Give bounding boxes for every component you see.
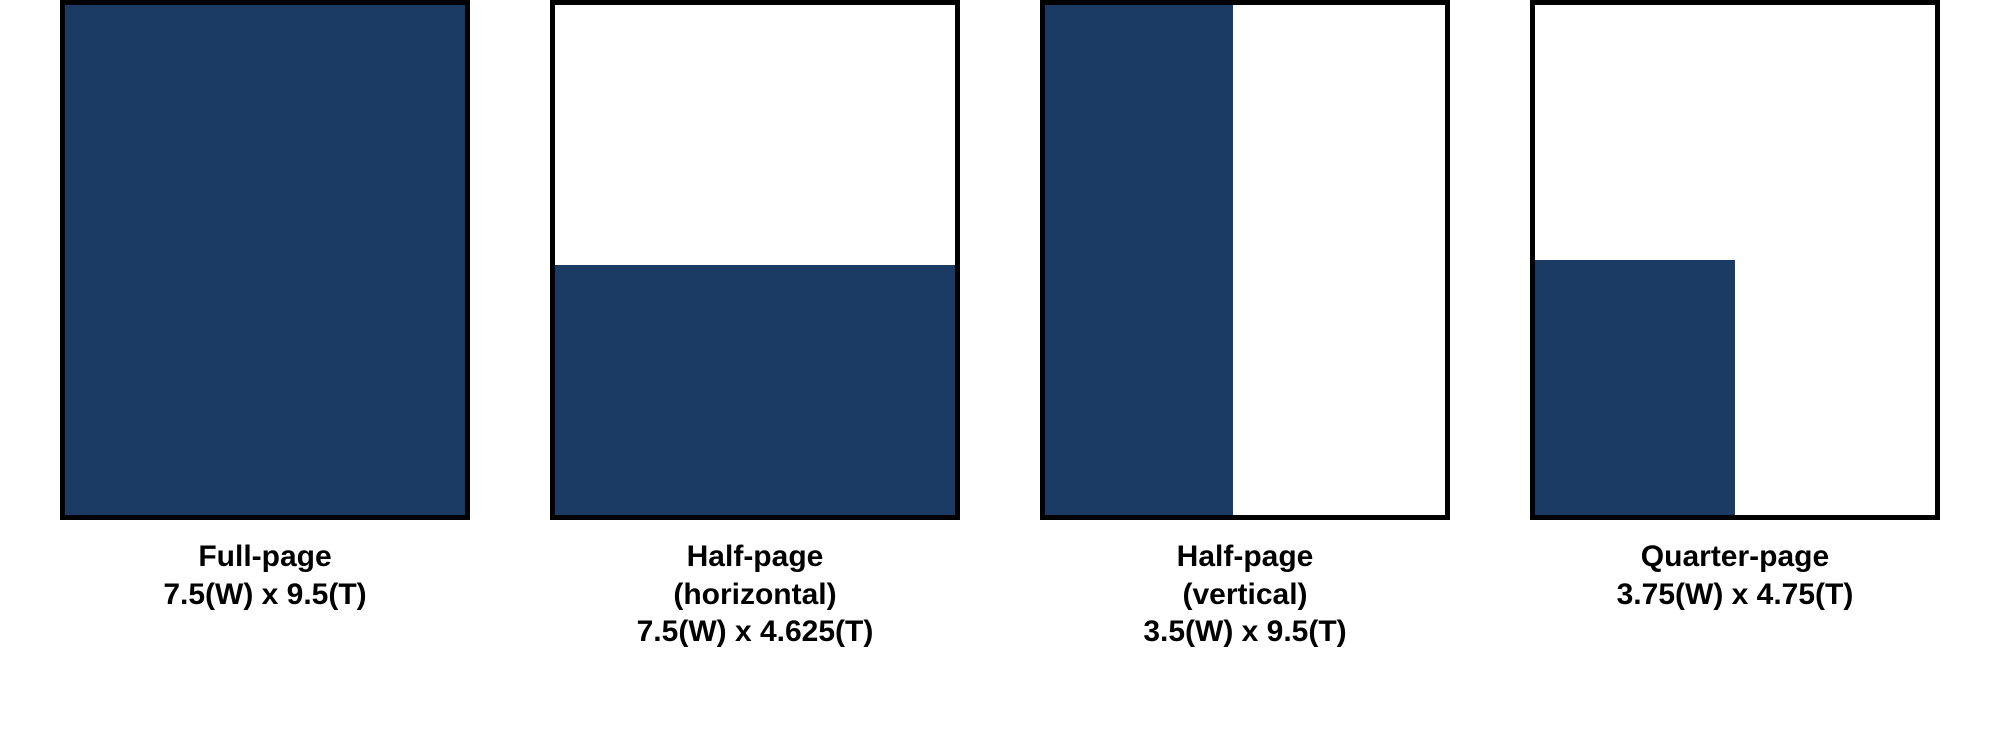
dimensions-quarter-page: 3.75(W) x 4.75(T): [1617, 576, 1854, 614]
caption-full-page: Full-page 7.5(W) x 9.5(T): [163, 538, 366, 613]
item-half-vertical: Half-page (vertical) 3.5(W) x 9.5(T): [1040, 0, 1450, 651]
item-quarter-page: Quarter-page 3.75(W) x 4.75(T): [1530, 0, 1940, 613]
box-full-page: [60, 0, 470, 520]
fill-half-horizontal: [555, 265, 955, 515]
subtitle-half-vertical: (vertical): [1143, 576, 1346, 614]
item-full-page: Full-page 7.5(W) x 9.5(T): [60, 0, 470, 613]
dimensions-half-vertical: 3.5(W) x 9.5(T): [1143, 613, 1346, 651]
ad-sizes-row: Full-page 7.5(W) x 9.5(T) Half-page (hor…: [0, 0, 2000, 651]
title-half-vertical: Half-page: [1143, 538, 1346, 576]
fill-full-page: [65, 5, 465, 515]
caption-half-horizontal: Half-page (horizontal) 7.5(W) x 4.625(T): [637, 538, 874, 651]
fill-half-vertical: [1045, 5, 1233, 515]
title-full-page: Full-page: [163, 538, 366, 576]
box-half-horizontal: [550, 0, 960, 520]
title-half-horizontal: Half-page: [637, 538, 874, 576]
subtitle-half-horizontal: (horizontal): [637, 576, 874, 614]
caption-half-vertical: Half-page (vertical) 3.5(W) x 9.5(T): [1143, 538, 1346, 651]
dimensions-half-horizontal: 7.5(W) x 4.625(T): [637, 613, 874, 651]
box-quarter-page: [1530, 0, 1940, 520]
fill-quarter-page: [1535, 260, 1735, 515]
caption-quarter-page: Quarter-page 3.75(W) x 4.75(T): [1617, 538, 1854, 613]
dimensions-full-page: 7.5(W) x 9.5(T): [163, 576, 366, 614]
title-quarter-page: Quarter-page: [1617, 538, 1854, 576]
box-half-vertical: [1040, 0, 1450, 520]
item-half-horizontal: Half-page (horizontal) 7.5(W) x 4.625(T): [550, 0, 960, 651]
